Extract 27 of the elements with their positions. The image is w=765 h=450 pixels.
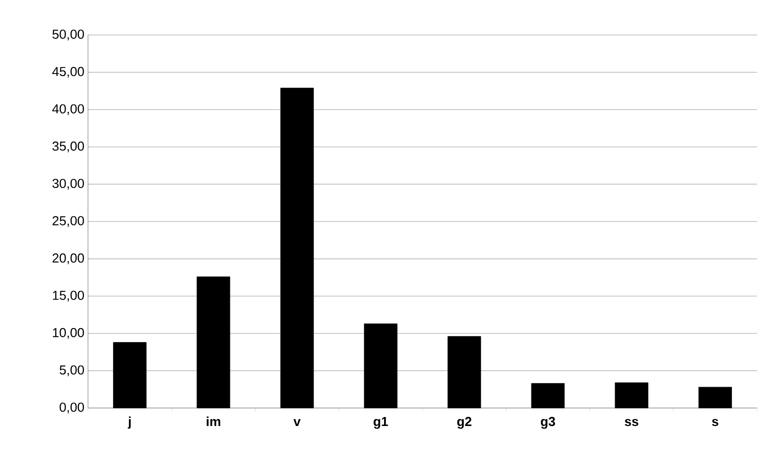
y-tick-label: 25,00 <box>52 216 84 227</box>
y-tick-label: 20,00 <box>52 253 84 264</box>
y-tick-label: 45,00 <box>52 66 84 78</box>
x-tick-label: g3 <box>540 416 556 429</box>
bar <box>698 386 732 408</box>
y-tick-label: 30,00 <box>52 178 84 190</box>
bar <box>280 88 314 408</box>
bar <box>614 382 648 408</box>
x-tick-label: im <box>206 416 220 426</box>
y-tick-label: 0,00 <box>60 402 84 414</box>
bar <box>531 383 565 408</box>
y-tick-label: 40,00 <box>52 104 84 115</box>
y-tick-label: 5,00 <box>60 365 84 376</box>
x-tick-label: g1 <box>374 417 388 429</box>
y-tick-label: 50,00 <box>52 30 84 40</box>
x-tick-label: g2 <box>457 416 472 429</box>
bar <box>448 336 482 408</box>
bar <box>113 342 147 408</box>
y-tick-label: 10,00 <box>52 328 84 339</box>
y-tick-label: 15,00 <box>52 290 84 302</box>
x-tick-label: v <box>293 419 301 426</box>
bar <box>364 324 398 408</box>
x-tick-label: s <box>712 418 718 426</box>
bar <box>196 276 230 408</box>
x-tick-label: j <box>128 416 131 429</box>
y-tick-label: 35,00 <box>52 142 84 152</box>
x-tick-label: ss <box>624 418 638 426</box>
